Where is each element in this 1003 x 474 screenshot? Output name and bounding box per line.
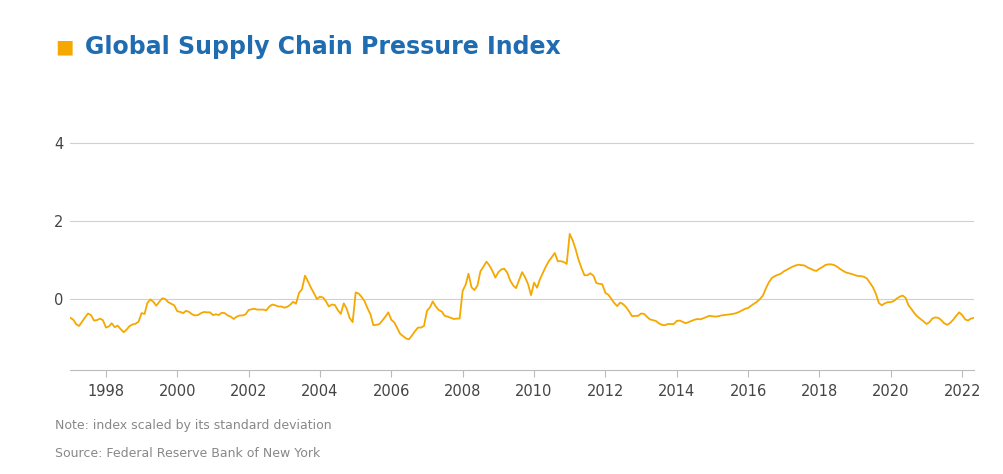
Text: ■: ■: [55, 38, 73, 57]
Text: Global Supply Chain Pressure Index: Global Supply Chain Pressure Index: [85, 36, 561, 59]
Text: Note: index scaled by its standard deviation: Note: index scaled by its standard devia…: [55, 419, 332, 432]
Text: Source: Federal Reserve Bank of New York: Source: Federal Reserve Bank of New York: [55, 447, 320, 459]
